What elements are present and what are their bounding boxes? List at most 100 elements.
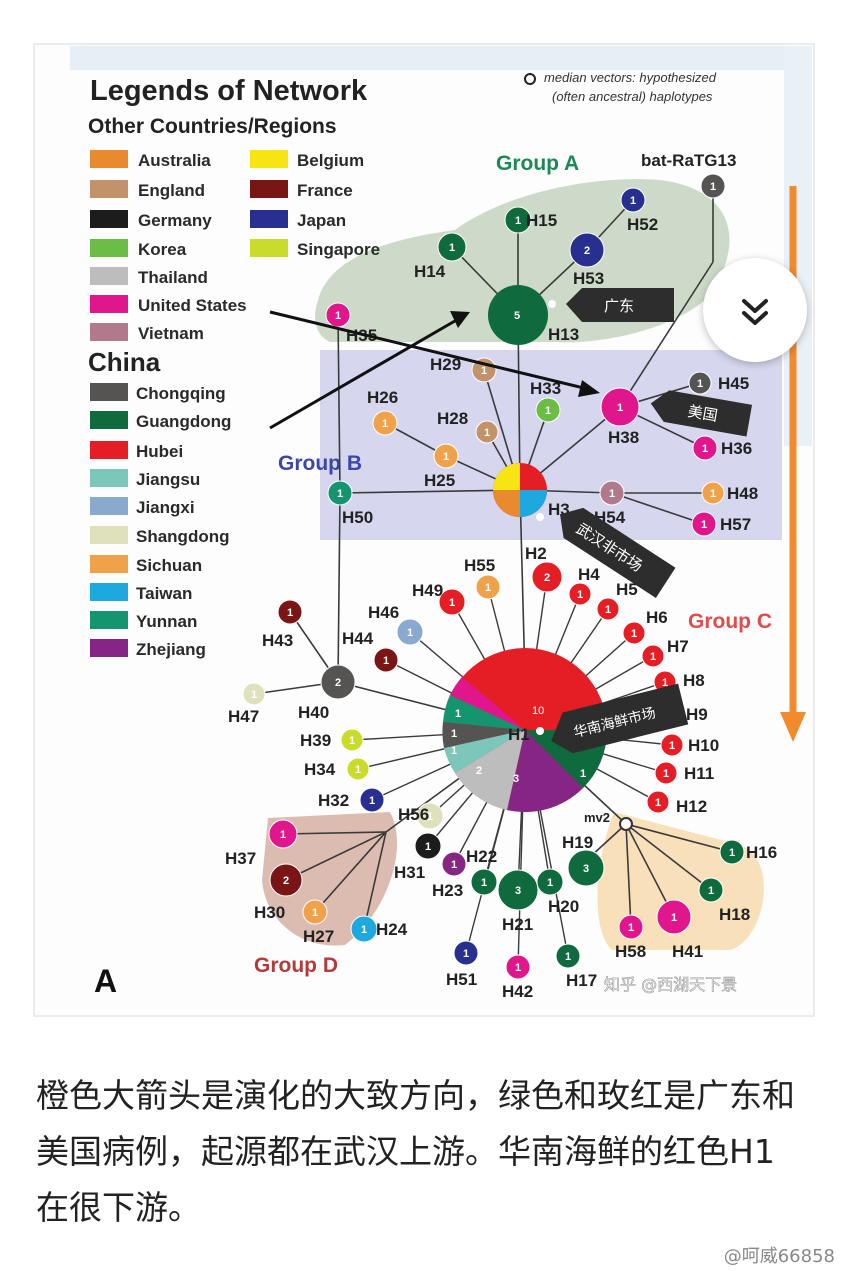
node-h31 [414, 832, 442, 860]
swatch-united-states [90, 295, 128, 313]
h1-slice-thailand [455, 730, 525, 810]
node-count-h49: 1 [449, 597, 455, 609]
node-h42 [505, 954, 531, 980]
node-label-h11: H11 [684, 764, 714, 783]
swatch-jiangxi [90, 497, 128, 515]
median-note-2: (often ancestral) haplotypes [552, 89, 713, 104]
edge [619, 261, 714, 408]
node-label-h26: H26 [367, 388, 398, 407]
node-count-h57: 1 [701, 519, 707, 531]
swatch-england [90, 180, 128, 198]
h13-count: 5 [514, 310, 520, 322]
node-label-h13: H13 [548, 325, 579, 344]
node-count-h5: 1 [605, 604, 611, 616]
node-h14 [437, 232, 467, 262]
edge [339, 489, 521, 494]
small-nodes: 2111111111111211111111111111111112111111… [242, 173, 745, 980]
swatch-yunnan [90, 611, 128, 629]
tag-guangdong-text: 广东 [604, 297, 634, 315]
arrow-guangdong-head [450, 311, 470, 328]
legend-sichuan: Sichuan [136, 556, 202, 575]
node-count-h43: 1 [287, 607, 293, 619]
node-label-h39: H39 [300, 731, 331, 750]
node-count-h8: 1 [662, 677, 668, 689]
edge [625, 823, 712, 891]
legend-vietnam: Vietnam [138, 324, 204, 343]
tag-wuhan-shape [560, 507, 676, 598]
legend-subtitle-china: China [88, 347, 161, 377]
h3-slice-australia [493, 490, 520, 517]
map-strip-top [70, 46, 812, 70]
node-label-h12: H12 [676, 797, 707, 816]
h1-slice-count-yunnan: 1 [455, 708, 461, 720]
node-count-h10: 1 [669, 740, 675, 752]
node-h54 [599, 480, 625, 506]
node-count-h47: 1 [251, 689, 257, 701]
node-label-h32: H32 [318, 791, 349, 810]
node-h48 [701, 481, 725, 505]
node-count-h46: 1 [407, 627, 413, 639]
swatch-australia [90, 150, 128, 168]
legend-chongqing: Chongqing [136, 384, 226, 403]
node-h13 [488, 285, 548, 345]
swatch-guangdong [90, 411, 128, 429]
h1-slice-count-zhejiang: 3 [513, 773, 519, 785]
h1-slice-yunnan [443, 695, 525, 730]
node-label-h29: H29 [430, 355, 461, 374]
node-h45 [688, 371, 712, 395]
node-label-h34: H34 [304, 760, 336, 779]
node-label-h46: H46 [368, 603, 399, 622]
node-count-h19: 3 [583, 863, 589, 875]
footer-watermark: @呵威66858 [723, 1246, 835, 1267]
node-count-bat: 1 [710, 181, 716, 193]
node-label-h55: H55 [464, 556, 495, 575]
legend-france: France [297, 181, 353, 200]
median-vector-icon [524, 73, 536, 85]
node-label-h36: H36 [721, 439, 752, 458]
node-count-h26: 1 [382, 418, 388, 430]
legend-yunnan: Yunnan [136, 612, 197, 631]
tag-huanan-market: 华南海鲜市场 [551, 683, 689, 754]
node-count-h4: 1 [577, 589, 583, 601]
node-count-h22: 1 [451, 859, 457, 871]
node-label-h56: H56 [398, 805, 429, 824]
map-strip-right [784, 46, 812, 446]
tag-huanan-shape [551, 683, 689, 754]
node-h40 [320, 664, 356, 700]
h1-marker-dot [536, 727, 544, 735]
node-label-h41: H41 [672, 942, 703, 961]
node-count-h12: 1 [655, 797, 661, 809]
node-h26 [372, 410, 398, 436]
node-bat [700, 173, 726, 199]
node-label-h9: H9 [686, 705, 708, 724]
swatch-vietnam [90, 323, 128, 341]
node-label-h49: H49 [412, 581, 443, 600]
node-h56 [416, 802, 444, 830]
node-count-h48: 1 [710, 488, 716, 500]
node-count-h55: 1 [485, 582, 491, 594]
edge [337, 492, 341, 683]
node-h36 [692, 435, 718, 461]
node-label-h50: H50 [342, 508, 373, 527]
group-c-label: Group C [688, 610, 772, 633]
group-b-label: Group B [278, 452, 362, 475]
node-h7 [641, 644, 665, 668]
legend-korea: Korea [138, 240, 187, 259]
h3-marker-dot [536, 513, 544, 521]
node-label-h51: H51 [446, 970, 477, 989]
swatch-taiwan [90, 583, 128, 601]
legend-england: England [138, 181, 205, 200]
scroll-down-button[interactable] [703, 258, 807, 362]
swatch-thailand [90, 267, 128, 285]
node-count-h58: 1 [628, 922, 634, 934]
node-h32 [359, 787, 385, 813]
node-count-h41: 1 [671, 912, 677, 924]
legend-belgium: Belgium [297, 151, 364, 170]
node-h3 [493, 463, 547, 521]
h1-slice-chongqing [442, 722, 525, 748]
node-count-h6: 1 [631, 628, 637, 640]
node-h51 [453, 940, 479, 966]
node-label-h16: H16 [746, 843, 777, 862]
legend-thailand: Thailand [138, 268, 208, 287]
